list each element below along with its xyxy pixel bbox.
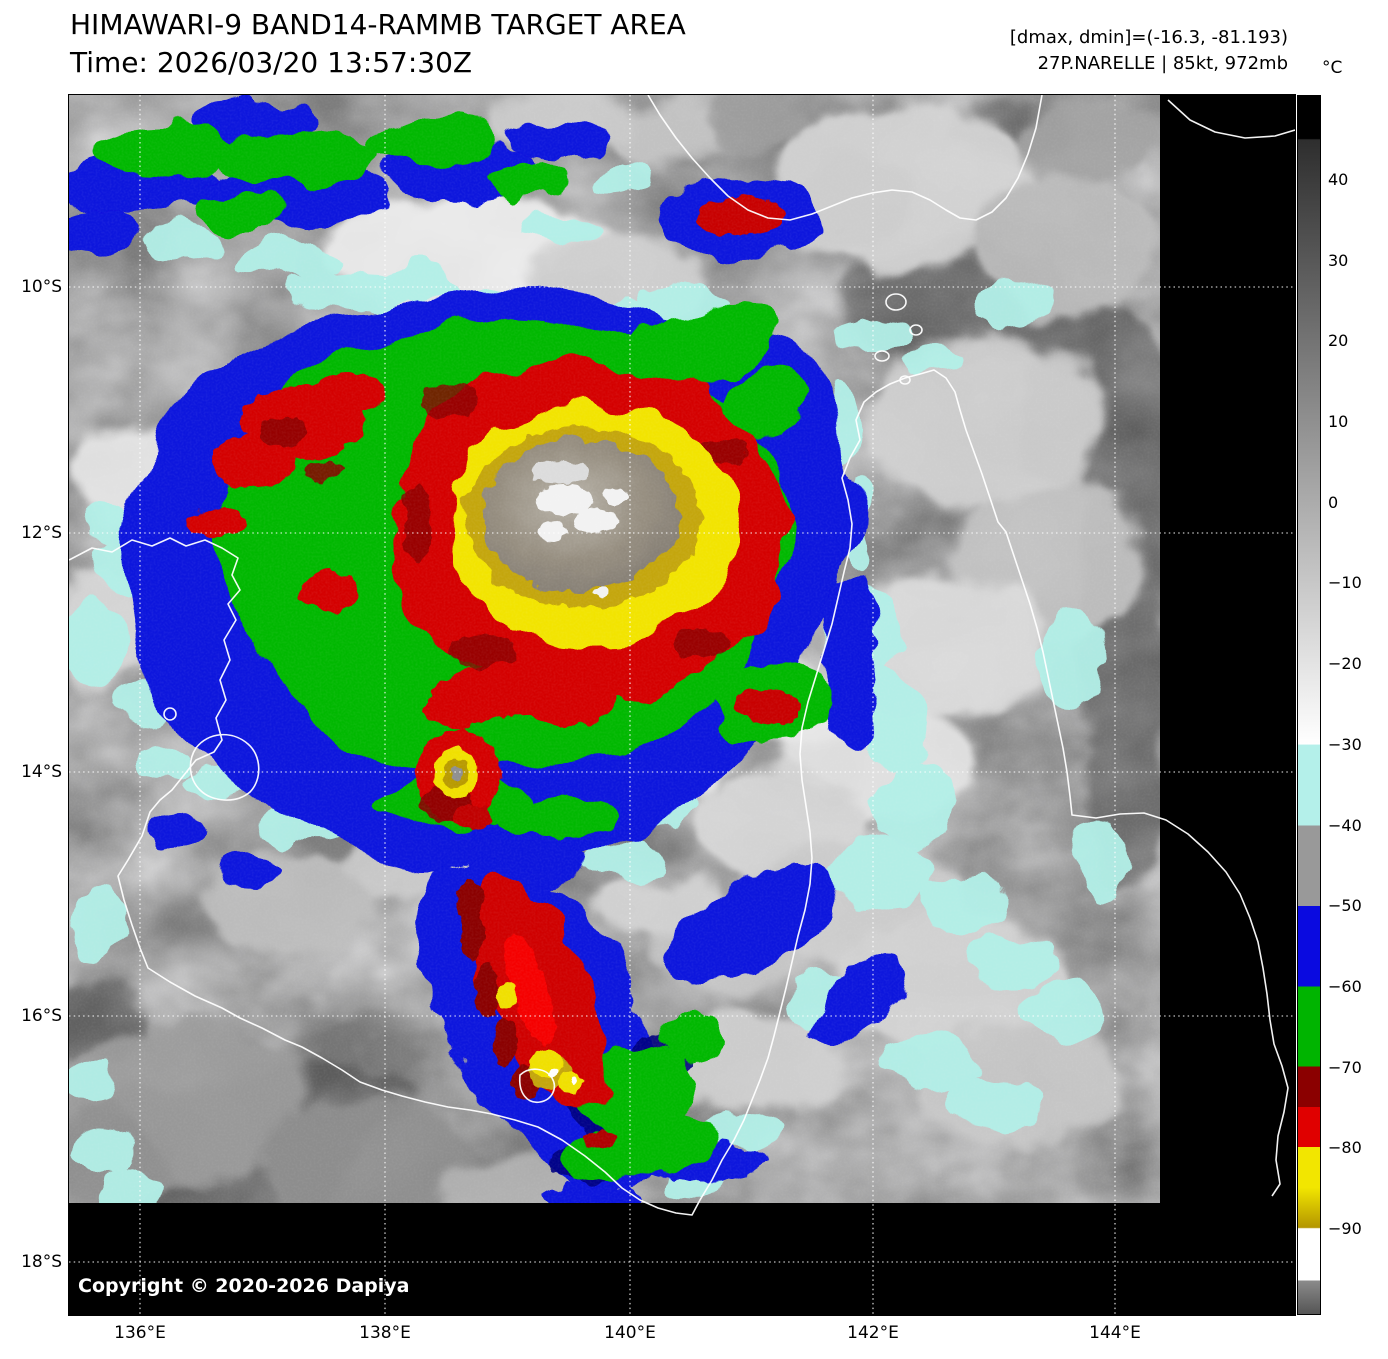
lat-label: 14°S	[21, 762, 62, 782]
lat-label: 10°S	[21, 277, 62, 297]
coastline-mornington-island	[518, 1068, 556, 1103]
storm-info: 27P.NARELLE | 85kt, 972mb	[1037, 53, 1288, 74]
lon-label: 142°E	[847, 1323, 899, 1343]
colorbar-tick: 10	[1328, 412, 1349, 431]
colorbar-tick: −90	[1328, 1219, 1362, 1238]
colorbar-tick: −60	[1328, 977, 1362, 996]
coastline-small-island	[163, 707, 177, 721]
colorbar-tick: −30	[1328, 735, 1362, 754]
lon-label: 144°E	[1089, 1323, 1141, 1343]
colorbar-tick: 30	[1328, 251, 1349, 270]
satellite-image	[69, 95, 1295, 1315]
lat-label: 18°S	[21, 1252, 62, 1272]
coastline-groote-eylandt	[189, 733, 260, 801]
colorbar-tick: −70	[1328, 1058, 1362, 1077]
torres-strait-islands	[874, 293, 923, 385]
colorbar-tick: −80	[1328, 1138, 1362, 1157]
coastline-gulf-of-carpentaria	[69, 369, 1289, 1216]
colorbar-unit: °C	[1322, 58, 1343, 78]
lat-label: 12°S	[21, 523, 62, 543]
lon-label: 136°E	[114, 1323, 166, 1343]
colorbar-tick: 20	[1328, 331, 1349, 350]
image-grain	[69, 95, 1295, 1315]
dmax-dmin-readout: [dmax, dmin]=(-16.3, -81.193)	[1009, 27, 1288, 48]
coastline-png	[647, 95, 1043, 221]
lon-label: 138°E	[359, 1323, 411, 1343]
colorbar-tick: −10	[1328, 573, 1362, 592]
coastline-png-east	[1167, 99, 1295, 139]
no-data-region	[69, 95, 1295, 1315]
coastlines	[69, 95, 1295, 1216]
colorbar-tick: −20	[1328, 654, 1362, 673]
satellite-map	[68, 94, 1296, 1316]
lon-label: 140°E	[604, 1323, 656, 1343]
lat-label: 16°S	[21, 1006, 62, 1026]
page-title: HIMAWARI-9 BAND14-RAMMB TARGET AREA	[70, 8, 686, 41]
colorbar-tick: 0	[1328, 493, 1339, 512]
timestamp: Time: 2026/03/20 13:57:30Z	[70, 46, 473, 79]
colorbar-tick: 40	[1328, 170, 1349, 189]
colorbar-tick: −40	[1328, 816, 1362, 835]
copyright-notice: Copyright © 2020-2026 Dapiya	[78, 1275, 410, 1297]
graticule	[69, 95, 1295, 1315]
colorbar-gradient	[1297, 95, 1321, 1315]
colorbar-tick: −50	[1328, 896, 1362, 915]
